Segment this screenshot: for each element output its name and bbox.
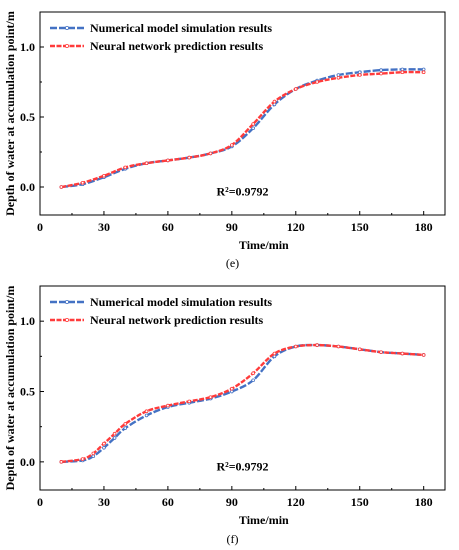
- x-tick-label: 30: [98, 495, 110, 509]
- series-2-point: [230, 386, 234, 391]
- series-2-point: [59, 185, 64, 189]
- series-2-point: [379, 350, 383, 354]
- series-2-point: [80, 181, 85, 185]
- x-tick-label: 120: [287, 220, 305, 234]
- x-tick-label: 150: [351, 495, 369, 509]
- series-2-point: [400, 70, 405, 74]
- y-axis-title: Depth of water at accumulation point/m: [3, 286, 17, 491]
- series-2-point: [187, 155, 192, 160]
- y-axis-title: Depth of water at accumulation point/m: [3, 11, 17, 216]
- legend-marker-1: [65, 25, 70, 30]
- series-2-point: [315, 80, 319, 84]
- x-tick-label: 30: [98, 220, 110, 234]
- x-axis-title: Time/min: [239, 238, 289, 252]
- legend-label-2: Neural network prediction results: [90, 313, 264, 327]
- series-2-point: [144, 161, 149, 166]
- series-2-point: [251, 371, 255, 376]
- series-1-point: [91, 454, 96, 459]
- series-1-point: [251, 378, 255, 383]
- series-2-point: [80, 457, 85, 461]
- series-2-point: [123, 422, 128, 426]
- series-2-point: [421, 353, 426, 357]
- series-2-point: [293, 344, 298, 349]
- series-2-point: [293, 87, 298, 91]
- y-tick-label: 1.0: [20, 314, 35, 328]
- series-2-point: [272, 99, 277, 104]
- series-2-point: [102, 441, 106, 446]
- r-squared-annotation: R²=0.9792: [216, 459, 268, 473]
- chart-panel-2: 0 30 60 90 120 150 180 0.0 0.5 1.0 Time/min Depth o…: [3, 285, 446, 546]
- series-1-point: [379, 68, 383, 72]
- series-2-point: [59, 460, 64, 464]
- series-2-point: [357, 347, 362, 352]
- series-2-point: [102, 174, 106, 178]
- series-2-point: [166, 403, 170, 408]
- series-line-1: [61, 343, 424, 464]
- series-2-point: [123, 165, 128, 170]
- y-tick-label: 0.5: [20, 385, 35, 399]
- series-2-point: [208, 151, 213, 156]
- series-1-point: [123, 426, 128, 430]
- series-2-point: [336, 344, 341, 349]
- series-2-point: [357, 73, 362, 77]
- chart-panel-1: 0 30 60 90 120 150 180 0.0 0.5 1.0 Time/min Depth o…: [3, 11, 446, 270]
- y-tick-label: 0.0: [20, 180, 35, 194]
- x-tick-label: 90: [226, 220, 238, 234]
- legend-marker-2: [65, 317, 70, 322]
- x-tick-label: 150: [351, 220, 369, 234]
- series-2-point: [187, 399, 192, 404]
- legend-marker-1: [65, 299, 70, 304]
- x-tick-label: 180: [415, 495, 433, 509]
- series-2-point: [336, 76, 341, 80]
- series-1-point: [421, 67, 426, 72]
- series-2-point: [166, 158, 170, 163]
- y-tick-label: 0.0: [20, 455, 35, 469]
- series-2-point: [230, 143, 234, 147]
- series-line-1: [61, 68, 424, 189]
- legend-label-1: Numerical model simulation results: [90, 295, 272, 309]
- x-tick-label: 0: [37, 495, 43, 509]
- series-1-point: [336, 73, 341, 77]
- series-2-point: [400, 351, 405, 356]
- series-1-point: [357, 70, 362, 74]
- series-2-point: [272, 351, 277, 356]
- y-tick-label: 0.5: [20, 110, 35, 124]
- legend-label-2: Neural network prediction results: [90, 39, 264, 53]
- series-line-2: [61, 70, 424, 189]
- series-1-point: [112, 436, 117, 440]
- x-tick-label: 180: [415, 220, 433, 234]
- x-axis-title: Time/min: [239, 513, 289, 527]
- panel-label: (f): [227, 532, 239, 546]
- series-2-point: [251, 122, 255, 126]
- x-tick-label: 60: [162, 220, 174, 234]
- series-2-point: [144, 409, 149, 414]
- series-2-point: [208, 395, 213, 399]
- series-2-point: [315, 343, 319, 347]
- series-line-2: [61, 343, 424, 464]
- series-2-point: [112, 431, 117, 436]
- plot-frame: [39, 11, 446, 216]
- r-squared-annotation: R²=0.9792: [216, 184, 268, 198]
- y-tick-label: 1.0: [20, 40, 35, 54]
- x-tick-label: 90: [226, 495, 238, 509]
- series-2-point: [379, 71, 383, 76]
- x-tick-label: 120: [287, 495, 305, 509]
- series-1-point: [144, 413, 149, 418]
- plot-frame: [39, 285, 446, 491]
- x-tick-label: 60: [162, 495, 174, 509]
- series-1-point: [102, 445, 106, 450]
- legend-label-1: Numerical model simulation results: [90, 21, 272, 35]
- series-1-point: [251, 126, 255, 130]
- panel-label: (e): [226, 256, 239, 270]
- legend-marker-2: [65, 44, 70, 49]
- x-tick-label: 0: [37, 220, 43, 234]
- series-2-point: [91, 451, 96, 456]
- series-1-point: [400, 67, 405, 72]
- series-2-point: [421, 70, 426, 74]
